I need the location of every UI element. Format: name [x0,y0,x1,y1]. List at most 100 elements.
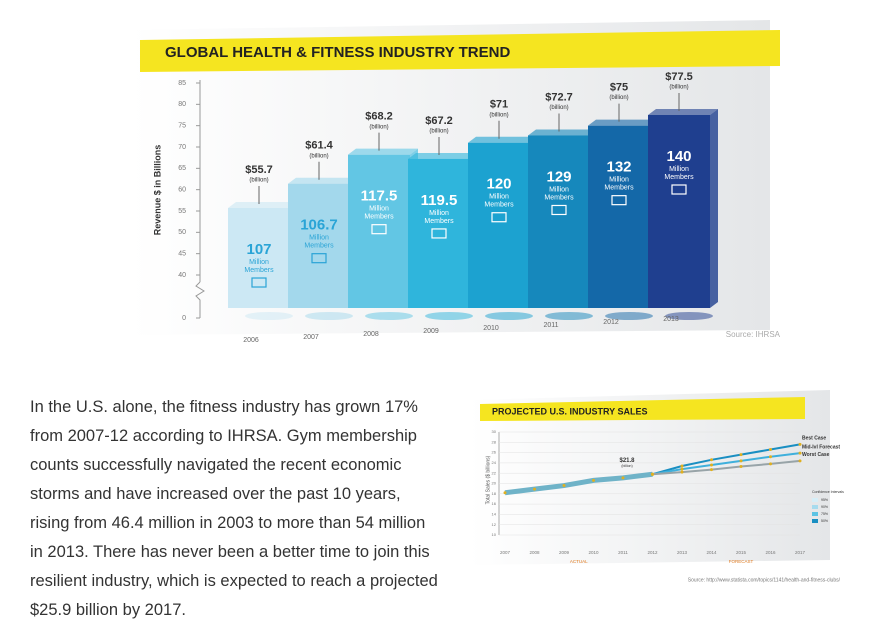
members-unit: Members [484,202,514,209]
bar [648,115,710,308]
legend-entry: 75% [821,512,828,516]
chart-wall [470,390,830,565]
bar-top [648,109,718,115]
members-unit: Members [664,174,694,181]
legend-entry: 90% [821,505,828,509]
bar [468,142,530,308]
y-tick-label: 28 [492,439,497,444]
point [533,487,536,491]
y-tick-label: 60 [178,187,186,194]
point [739,465,743,469]
point [798,451,802,455]
legend-swatch [812,498,818,502]
bar-side [710,109,718,308]
legend-title: Confidence Intervals [812,490,844,494]
point [739,459,743,463]
bar [408,158,470,308]
point [710,463,713,467]
x-tick-label: 2007 [303,334,319,341]
value-unit: (billion) [669,85,688,91]
members-unit: Million [429,210,449,217]
members-value: 129 [546,168,571,185]
y-tick-label: 10 [492,532,497,537]
value-unit: (billion) [609,95,628,101]
y-tick-label: 30 [492,429,497,434]
y-tick-label: 75 [178,123,186,130]
title-banner [140,30,780,72]
y-tick-label: 24 [492,460,497,465]
bar-shadow [485,312,533,320]
card-icon [371,224,387,235]
annotation: $21.8 [619,458,635,464]
point [680,464,684,468]
point [798,442,802,446]
members-unit: Members [244,267,274,274]
bar-top [408,152,478,159]
point [798,459,802,463]
series-line [504,471,653,496]
x-tick-label: 2012 [603,319,619,326]
members-unit: Members [604,185,634,192]
point [739,453,743,457]
title-banner [480,397,805,421]
value-label: $75 [610,82,628,94]
source: Source: IHRSA [726,330,781,339]
source: Source: http://www.statista.com/topics/1… [688,577,841,583]
y-axis-label: Total Sales ($ billions) [485,455,491,504]
y-tick-label: 65 [178,165,186,172]
bar-shadow [425,312,473,320]
value-unit: (billion) [549,105,568,111]
x-tick-label: 2007 [500,550,511,555]
bar [528,135,590,308]
value-label: $68.2 [365,111,393,123]
members-unit: Members [304,243,334,250]
bar-top [588,119,658,126]
series-label: Mid-lvl Forecast [802,444,840,450]
bar-top [288,177,358,184]
members-value: 120 [486,176,511,193]
bar-shadow [545,312,593,320]
members-value: 106.7 [300,217,338,234]
card-icon [251,277,267,288]
members-value: 107 [246,241,271,258]
x-tick-label: 2013 [663,316,679,323]
value-label: $77.5 [665,71,693,83]
x-tick-label: 2011 [543,322,558,329]
members-unit: Members [544,194,574,201]
point [710,458,713,462]
y-tick-label: 70 [178,144,186,151]
point [621,476,625,480]
x-tick-label: 2016 [765,550,776,555]
value-label: $61.4 [305,140,333,152]
members-unit: Members [424,218,454,225]
members-value: 140 [666,148,691,165]
article-paragraph: In the U.S. alone, the fitness industry … [30,398,438,619]
y-tick-label: 0 [182,315,186,322]
y-tick-label: 14 [492,511,497,516]
period-label: ACTUAL [570,559,588,564]
point [769,455,772,459]
members-unit: Million [609,177,629,184]
members-unit: Million [249,259,269,266]
legend-swatch [812,512,818,516]
x-tick-label: 2009 [423,328,439,335]
value-unit: (billion) [489,112,508,118]
members-value: 119.5 [421,192,458,209]
members-value: 132 [606,159,631,176]
bar [288,183,350,308]
x-tick-label: 2015 [736,550,747,555]
x-tick-label: 2012 [647,550,658,555]
annotation-sub: (billion) [621,464,632,468]
y-tick-label: 50 [178,229,186,236]
point [710,468,713,472]
y-tick-label: 55 [178,208,186,215]
card-icon [311,253,327,264]
card-icon [431,228,447,239]
members-unit: Members [364,214,394,221]
bar [348,154,410,308]
card-icon [611,195,627,206]
members-value: 117.5 [361,188,398,205]
members-unit: Million [549,186,569,193]
value-unit: (billion) [429,129,448,135]
